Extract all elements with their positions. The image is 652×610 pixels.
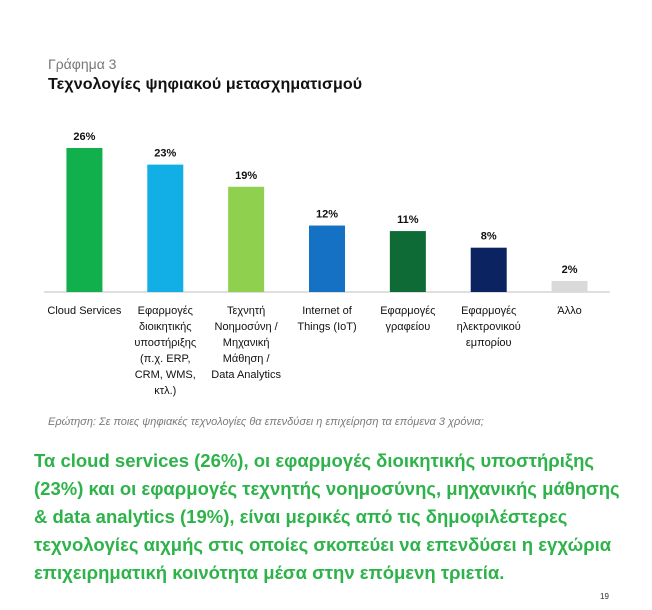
survey-question: Ερώτηση: Σε ποιες ψηφιακές τεχνολογίες θ… [48, 416, 484, 428]
value-label: 11% [397, 214, 419, 226]
bar [470, 247, 507, 292]
bar [389, 231, 426, 292]
value-label: 8% [481, 231, 497, 243]
category-label: Εφαρμογές γραφείου [380, 305, 435, 333]
bar [309, 225, 345, 292]
value-label: 12% [316, 209, 338, 221]
value-label: 2% [562, 264, 578, 276]
bar-chart: 26% Cloud Services 23% Εφαρμογές διοικητικής… [44, 131, 610, 397]
category-label: Άλλο [557, 305, 581, 317]
page-number: 19 [600, 592, 609, 601]
category-label: Cloud Services [47, 305, 121, 317]
value-label: 19% [235, 170, 257, 182]
category-label: Τεχνητή Νοημοσύνη / Μηχανική Μάθηση / Data A… [211, 305, 281, 381]
bar [228, 186, 265, 292]
bar [551, 280, 588, 292]
bar [66, 148, 103, 292]
bar [147, 164, 184, 292]
value-label: 23% [154, 148, 176, 160]
category-label: Εφαρμογές ηλεκτρονικού εμπορίου [457, 305, 521, 349]
chart-number-label: Γράφημα 3 [48, 56, 117, 72]
category-label: Internet of Things (IoT) [297, 305, 356, 333]
chart-title: Τεχνολογίες ψηφιακού μετασχηματισμού [48, 76, 363, 93]
summary-text: Τα cloud services (26%), οι εφαρμογές δι… [34, 450, 620, 583]
category-label: Εφαρμογές διοικητικής υποστήριξης (π.χ. ERP… [134, 305, 196, 397]
value-label: 26% [73, 131, 95, 143]
